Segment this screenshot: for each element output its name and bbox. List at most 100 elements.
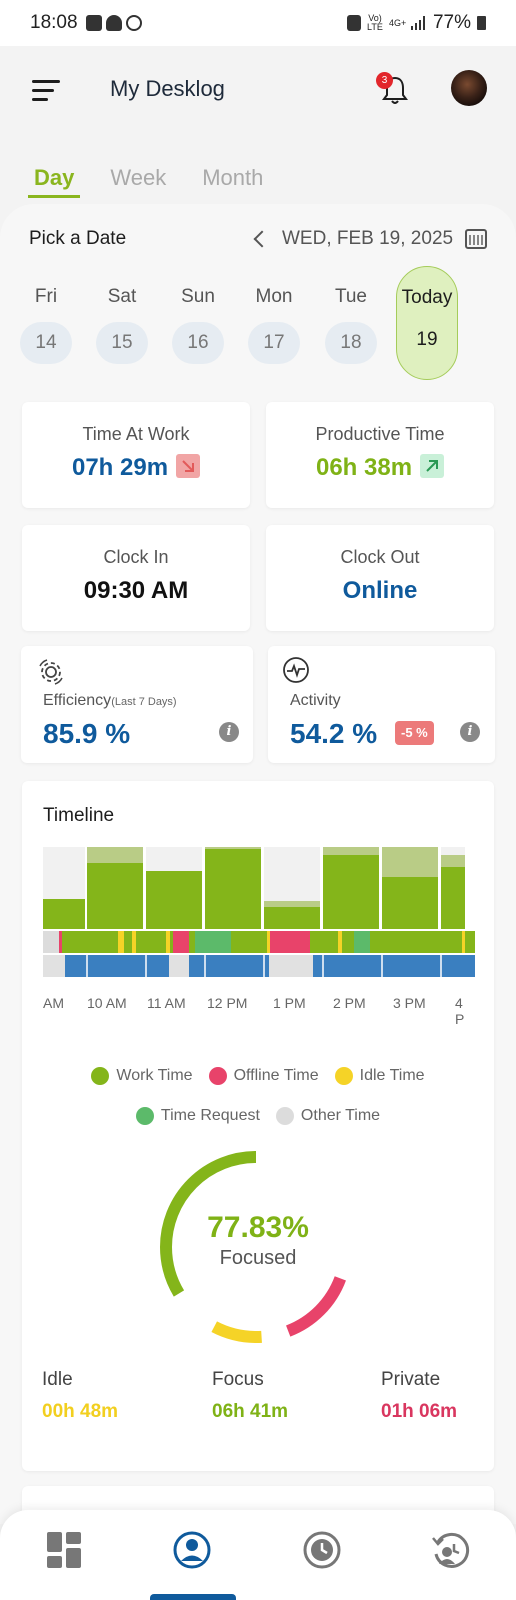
legend-row-1: Work Time Offline Time Idle Time xyxy=(22,1067,494,1085)
timeline-status-segment xyxy=(310,931,338,953)
idle-label: Idle xyxy=(42,1369,73,1390)
axis-label: 10 AM xyxy=(87,995,127,1011)
tab-month[interactable]: Month xyxy=(202,165,264,190)
trend-up-icon xyxy=(420,454,445,478)
profile-icon[interactable] xyxy=(172,1530,212,1570)
timeline-status-segment xyxy=(132,931,136,953)
time-at-work-label: Time At Work xyxy=(82,424,190,444)
day-item-mon[interactable]: Mon 17 xyxy=(248,286,300,364)
donut-idle-segment xyxy=(160,1151,352,1343)
timeline-status-segment xyxy=(270,931,310,953)
day-item-tue[interactable]: Tue 18 xyxy=(325,286,377,364)
axis-label: 1 PM xyxy=(273,995,306,1011)
axis-label: 3 PM xyxy=(393,995,426,1011)
timeline-status-segment xyxy=(124,931,132,953)
activity-card[interactable]: Activity 54.2 % -5 % i xyxy=(268,646,495,763)
timeline-bar-work xyxy=(43,899,85,929)
time-at-work-value: 07h 29m xyxy=(71,454,169,481)
clock-icon[interactable] xyxy=(302,1530,342,1570)
efficiency-sublabel: (Last 7 Days) xyxy=(111,696,177,708)
snapchat-icon xyxy=(105,15,122,31)
status-bar: 18:08 Vo) LTE 4G+ 77% xyxy=(0,0,516,46)
date-navigator: WED, FEB 19, 2025 xyxy=(253,228,488,250)
productive-time-card[interactable]: Productive Time 06h 38m xyxy=(266,402,494,508)
idle-value: 00h 48m xyxy=(42,1401,119,1422)
timeline-bar-work xyxy=(264,907,320,929)
timeline-bar-work xyxy=(205,849,261,929)
legend-row-2: Time Request Other Time xyxy=(22,1107,494,1125)
legend-dot xyxy=(334,1067,353,1085)
page-title: My Desklog xyxy=(110,76,225,101)
efficiency-value: 85.9 % xyxy=(43,718,131,749)
private-value: 01h 06m xyxy=(381,1401,458,1422)
pulse-icon xyxy=(283,657,309,683)
period-tabs: Day Week Month xyxy=(28,165,293,198)
productive-time-label: Productive Time xyxy=(315,424,445,444)
day-item-sat[interactable]: Sat 15 xyxy=(96,286,148,364)
tab-week[interactable]: Week xyxy=(110,165,167,190)
clock-in-card: Clock In 09:30 AM xyxy=(22,525,250,631)
info-icon[interactable]: i xyxy=(460,722,480,742)
timeline-chart xyxy=(43,847,475,983)
timeline-status-segment xyxy=(166,931,170,953)
calendar-icon[interactable] xyxy=(465,229,488,249)
day-item-today[interactable]: Today 19 xyxy=(396,266,458,380)
menu-icon[interactable] xyxy=(32,78,62,104)
timeline-bar-secondary xyxy=(205,847,261,849)
timeline-session-segment xyxy=(269,955,313,977)
app-bar: My Desklog 3 xyxy=(0,46,516,166)
status-time: 18:08 xyxy=(30,12,78,33)
clock-in-label: Clock In xyxy=(103,547,169,567)
day-item-fri[interactable]: Fri 14 xyxy=(20,286,72,364)
timeline-status-segment xyxy=(43,931,59,953)
clock-in-value: 09:30 AM xyxy=(83,577,189,604)
timeline-bar-secondary xyxy=(382,847,438,877)
network-type: 4G+ xyxy=(388,17,407,28)
timeline-status-segment xyxy=(136,931,166,953)
axis-label: AM xyxy=(43,995,64,1011)
focus-value: 06h 41m xyxy=(212,1401,289,1422)
legend-time-request: Time Request xyxy=(135,1107,260,1125)
tab-day[interactable]: Day xyxy=(28,165,81,198)
efficiency-card[interactable]: Efficiency(Last 7 Days) 85.9 % i xyxy=(21,646,253,763)
timeline-session-segment xyxy=(313,955,475,977)
timeline-bar-secondary xyxy=(323,847,379,855)
avatar[interactable] xyxy=(451,70,487,106)
timeline-bar-work xyxy=(323,855,379,929)
current-date[interactable]: WED, FEB 19, 2025 xyxy=(282,228,454,249)
efficiency-label: Efficiency xyxy=(43,692,112,709)
timeline-status-segment xyxy=(62,931,118,953)
legend-dot xyxy=(135,1107,154,1125)
activity-change-badge: -5 % xyxy=(395,721,434,745)
productive-time-value: 06h 38m xyxy=(315,454,413,481)
timeline-status-segment xyxy=(170,931,173,953)
timeline-status-segment xyxy=(370,931,462,953)
timeline-session-segment xyxy=(189,955,269,977)
sim-icon xyxy=(346,15,361,31)
time-at-work-card[interactable]: Time At Work 07h 29m xyxy=(22,402,250,508)
timeline-status-segment xyxy=(173,931,189,953)
timeline-status-segment xyxy=(465,931,475,953)
day-strip: Fri 14 Sat 15 Sun 16 Mon 17 Tue 18 Today… xyxy=(20,266,500,382)
timeline-session-segment xyxy=(65,955,169,977)
info-icon[interactable]: i xyxy=(219,722,239,742)
private-label: Private xyxy=(381,1369,441,1390)
timeline-card: Timeline AM 10 AM 11 AM 12 PM 1 PM 2 PM … xyxy=(22,781,494,1471)
whatsapp-icon xyxy=(125,15,142,31)
signal-icon xyxy=(410,16,425,30)
history-icon[interactable] xyxy=(430,1530,470,1570)
legend-idle-time: Idle Time xyxy=(334,1067,425,1085)
day-item-sun[interactable]: Sun 16 xyxy=(172,286,224,364)
focus-percent: 77.83% xyxy=(207,1211,309,1244)
dashboard-icon[interactable] xyxy=(45,1530,85,1570)
battery-percent: 77% xyxy=(432,12,471,33)
timeline-status-segment xyxy=(189,931,195,953)
focus-caption: Focused xyxy=(219,1247,297,1269)
activity-value: 54.2 % xyxy=(290,718,378,749)
chevron-left-icon[interactable] xyxy=(253,230,271,248)
axis-label: 12 PM xyxy=(207,995,248,1011)
timeline-status-segment xyxy=(118,931,124,953)
volte-icon: Vo) LTE xyxy=(367,13,383,32)
timeline-bar-secondary xyxy=(87,847,143,863)
legend-offline-time: Offline Time xyxy=(208,1067,319,1085)
